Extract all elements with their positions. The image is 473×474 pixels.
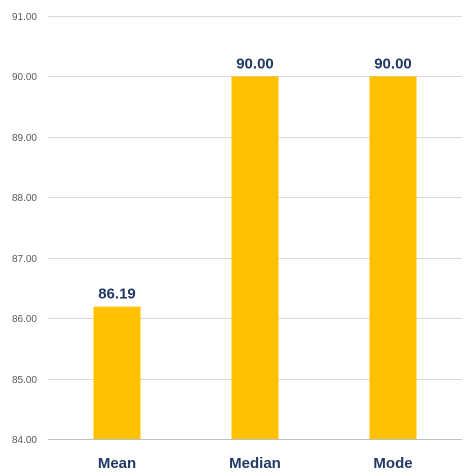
- bar-median: [231, 76, 279, 439]
- y-tick-label: 85.00: [12, 375, 37, 386]
- y-tick-label: 89.00: [12, 133, 37, 144]
- data-labels: 86.19 90.00 90.00: [98, 55, 412, 302]
- y-axis-ticks: 84.00 85.00 86.00 87.00 88.00 89.00 90.00 91.00: [12, 12, 37, 446]
- data-label-median: 90.00: [236, 55, 274, 72]
- category-label-mode: Mode: [373, 455, 412, 472]
- bars: [93, 76, 417, 439]
- y-tick-label: 90.00: [12, 72, 37, 83]
- y-tick-label: 84.00: [12, 435, 37, 446]
- category-label-median: Median: [229, 455, 281, 472]
- y-tick-label: 86.00: [12, 314, 37, 325]
- category-label-mean: Mean: [98, 455, 136, 472]
- bar-mode: [369, 76, 417, 439]
- data-label-mean: 86.19: [98, 286, 136, 303]
- bar-mean: [93, 306, 141, 439]
- y-tick-label: 87.00: [12, 254, 37, 265]
- y-tick-label: 88.00: [12, 193, 37, 204]
- y-tick-label: 91.00: [12, 12, 37, 23]
- category-labels: Mean Median Mode: [98, 455, 413, 472]
- data-label-mode: 90.00: [374, 55, 412, 72]
